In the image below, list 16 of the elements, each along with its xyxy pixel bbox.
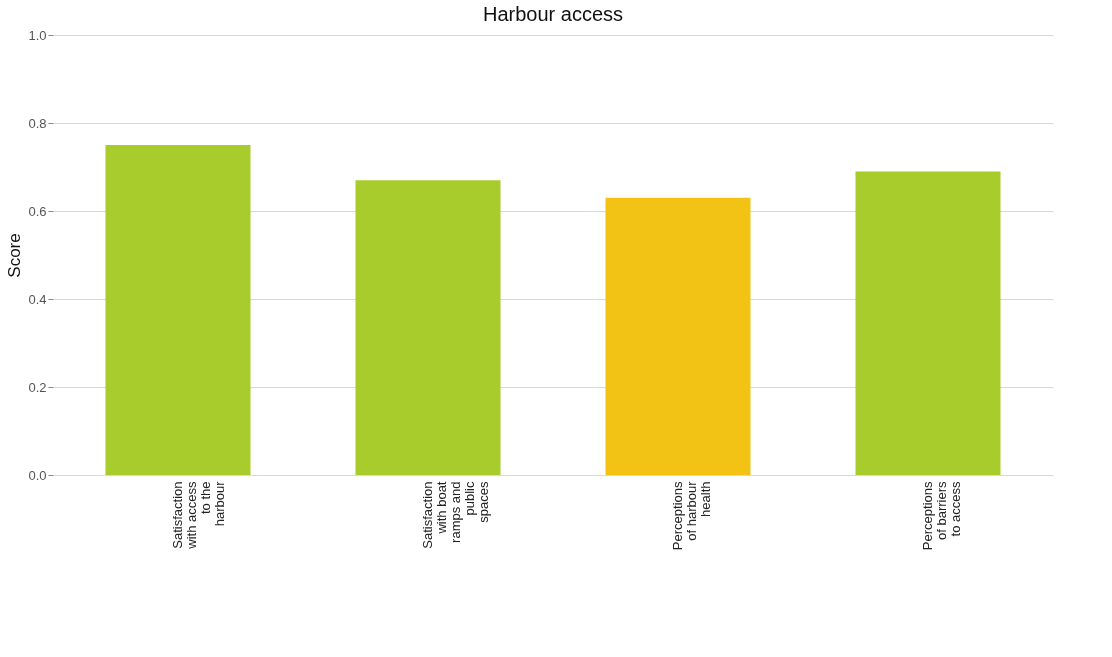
y-axis-title: Score <box>5 233 25 278</box>
y-tick-label: 0.6 <box>28 203 47 219</box>
x-tick-label: Perceptions of harbour health <box>670 480 713 551</box>
x-tick-label: Satisfaction with access to the harbour <box>170 480 227 550</box>
y-tick-label: 0.2 <box>28 379 47 395</box>
bar <box>605 197 751 475</box>
y-tick-label: 1.0 <box>28 27 47 43</box>
bar <box>105 145 251 475</box>
x-tick-label: Satisfaction with boat ramps and public spaces <box>420 481 491 549</box>
bar <box>855 171 1001 475</box>
y-tick-label: 0.8 <box>28 115 47 131</box>
bar <box>355 180 501 475</box>
y-tick-label: 0.4 <box>28 291 47 307</box>
chart-title: Harbour access <box>482 3 624 25</box>
y-tick-label: 0.0 <box>28 467 47 483</box>
x-tick-label: Perceptions of barriers to access <box>920 481 963 551</box>
